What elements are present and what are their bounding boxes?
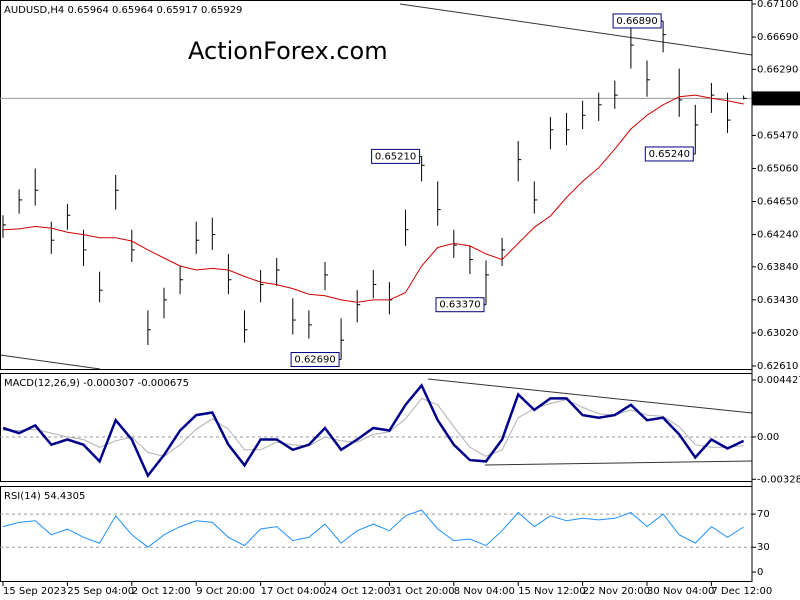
moving-average xyxy=(2,94,744,303)
x-tick-label: 25 Sep 04:00 xyxy=(67,586,134,597)
x-tick-label: 30 Nov 04:00 xyxy=(647,586,714,597)
x-tick-label: 17 Oct 04:00 xyxy=(261,586,326,597)
annotation-box xyxy=(612,13,662,29)
y-tick-label: 0.66290 xyxy=(757,64,798,75)
annotation-box xyxy=(435,297,485,313)
x-tick-label: 24 Oct 12:00 xyxy=(325,586,390,597)
trendline xyxy=(0,354,101,370)
signal-line xyxy=(3,397,744,457)
trendline xyxy=(427,378,753,414)
annotation-box xyxy=(644,146,694,162)
panel-title: RSI(14) 54.4305 xyxy=(4,491,85,502)
trendline xyxy=(484,460,753,466)
annotation-box xyxy=(371,148,421,164)
y-tick-label: 0.00 xyxy=(757,432,779,443)
y-tick-label: 30 xyxy=(757,542,770,553)
y-tick-label: 0.64650 xyxy=(757,197,798,208)
y-tick-label: 0.63020 xyxy=(757,328,798,339)
annotation-label: 0.65240 xyxy=(649,149,690,160)
y-tick-label: 0.67100 xyxy=(757,0,798,10)
last-price-label: 0.65929 xyxy=(756,93,797,104)
x-tick-label: 9 Oct 20:00 xyxy=(196,586,255,597)
y-tick-label: 0.66690 xyxy=(757,32,798,43)
y-tick-label: 0.62610 xyxy=(757,361,798,372)
annotation-label: 0.66890 xyxy=(616,16,657,27)
indicator-line xyxy=(2,509,744,548)
y-tick-label: 0.004427 xyxy=(757,375,800,386)
y-tick-label: 0.65060 xyxy=(757,163,798,174)
y-tick-label: 0.63430 xyxy=(757,295,798,306)
y-tick-label: 70 xyxy=(757,509,770,520)
panel-title: AUDUSD,H4 0.65964 0.65964 0.65917 0.6592… xyxy=(4,5,242,16)
watermark: ActionForex.com xyxy=(188,37,388,65)
annotation-box xyxy=(290,352,340,368)
x-tick-label: 15 Nov 12:00 xyxy=(518,586,585,597)
annotation-label: 0.62690 xyxy=(294,355,335,366)
y-tick-label: 0.63840 xyxy=(757,262,798,273)
y-tick-label: 0.64240 xyxy=(757,230,798,241)
last-price-box xyxy=(752,91,800,106)
x-tick-label: 2 Oct 12:00 xyxy=(132,586,191,597)
x-tick-label: 7 Dec 12:00 xyxy=(711,586,772,597)
panel-title: MACD(12,26,9) -0.000307 -0.000675 xyxy=(4,378,189,389)
annotation-label: 0.63370 xyxy=(439,300,480,311)
y-tick-label: 0.65470 xyxy=(757,130,798,141)
x-tick-label: 22 Nov 20:00 xyxy=(583,586,650,597)
macd-line xyxy=(2,383,745,479)
y-tick-label: 0 xyxy=(757,567,763,578)
y-tick-label: -0.003288 xyxy=(757,474,800,485)
x-tick-label: 15 Sep 2023 xyxy=(3,586,66,597)
annotation-label: 0.65210 xyxy=(375,151,416,162)
trendline xyxy=(399,3,753,56)
x-tick-label: 8 Nov 04:00 xyxy=(454,586,515,597)
x-tick-label: 31 Oct 20:00 xyxy=(389,586,454,597)
